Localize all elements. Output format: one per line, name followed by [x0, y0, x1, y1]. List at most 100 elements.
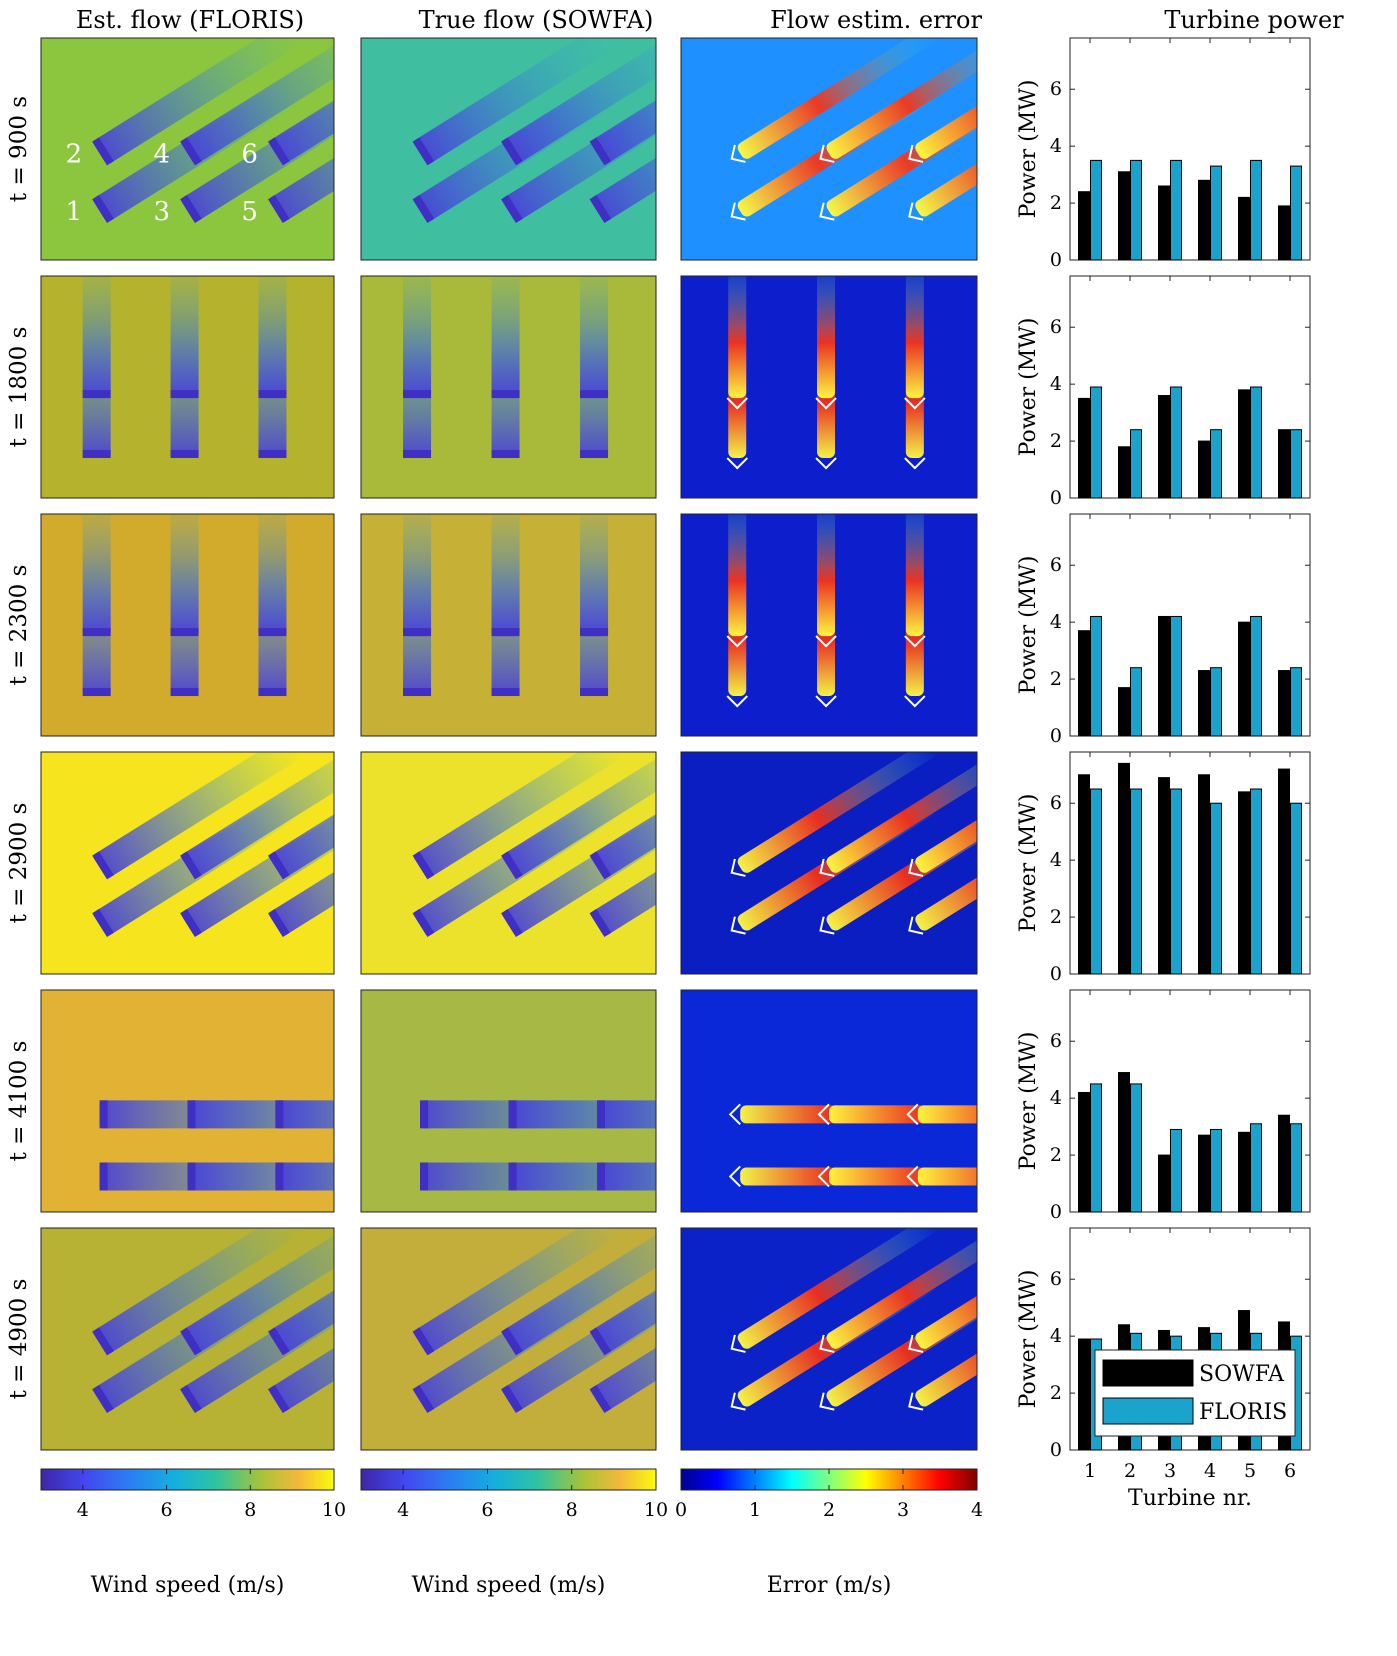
bar-floris-turbine-3 [1170, 1128, 1182, 1213]
colorbar-2: 4 6 8 10 Wind speed (m/s) [360, 1468, 668, 1598]
colorbar-label: Wind speed (m/s) [412, 1573, 606, 1598]
bar-floris-turbine-3 [1170, 159, 1182, 261]
y-tick-label: 4 [1050, 1325, 1062, 1347]
colorbar-tick-label: 6 [161, 1499, 173, 1521]
bar-floris-turbine-2 [1130, 159, 1142, 261]
y-tick-label: 6 [1050, 1030, 1062, 1052]
y-tick-label: 4 [1050, 1087, 1062, 1109]
colorbar-label: Wind speed (m/s) [91, 1573, 285, 1598]
turbine-wake [908, 83, 977, 221]
column-title-sowfa: True flow (SOWFA) [419, 6, 654, 34]
sowfa-field-map [360, 275, 657, 499]
power-bar-chart: 0 2 4 6 Power (MW) [1016, 751, 1311, 985]
turbine-number-label: 3 [154, 197, 171, 227]
row-time-label: t = 4900 s [6, 1279, 32, 1400]
panel-frame [680, 1227, 978, 1451]
turbine-wake [170, 514, 199, 637]
turbine-wake [815, 514, 837, 648]
panel-frame [360, 1227, 657, 1451]
turbine-wake [491, 514, 520, 637]
y-tick-label: 6 [1050, 316, 1062, 338]
turbine-wake [403, 276, 432, 399]
turbine-wake [730, 38, 938, 163]
row-time-label: t = 900 s [6, 96, 32, 202]
y-tick-label: 6 [1050, 78, 1062, 100]
row-1: t = 900 s 1 2 3 4 5 6 0 2 4 6 Power (MW) [6, 37, 1311, 271]
power-bar-chart: 0 2 4 6 Power (MW) [1016, 989, 1311, 1223]
panel-frame [40, 513, 335, 737]
legend: SOWFA FLORIS [1094, 1349, 1296, 1437]
bar-sowfa-turbine-5 [1238, 389, 1250, 499]
bar-sowfa-turbine-1 [1078, 630, 1090, 737]
bar-floris-turbine-2 [1130, 667, 1142, 737]
bar-floris-turbine-1 [1090, 788, 1102, 975]
bar-floris-turbine-6 [1290, 1123, 1302, 1213]
bar-floris-turbine-6 [1290, 165, 1302, 261]
bar-sowfa-turbine-6 [1278, 670, 1290, 737]
turbine-wake [491, 276, 520, 399]
turbine-wake [908, 1273, 977, 1411]
colorbar-tick-label: 10 [322, 1499, 346, 1521]
turbine-wake [904, 514, 926, 648]
turbine-wake [412, 1228, 621, 1356]
power-bar-chart: 0 2 4 6 1 2 3 4 5 6 Power (MW) Turbine nr. SOWFA FLOR… [1016, 1227, 1311, 1511]
turbine-wake [906, 1165, 977, 1188]
panel-frame [680, 513, 978, 737]
y-tick-label: 0 [1050, 1439, 1062, 1461]
bar-floris-turbine-4 [1210, 802, 1222, 975]
colorbar-tick-label: 6 [481, 1499, 493, 1521]
turbine-wake [904, 276, 926, 410]
bar-sowfa-turbine-3 [1158, 615, 1170, 737]
floris-field-map [40, 513, 335, 737]
bar-sowfa-turbine-1 [1078, 774, 1090, 975]
y-tick-label: 0 [1050, 487, 1062, 509]
x-tick-label: 1 [1084, 1460, 1096, 1482]
turbine-wake [267, 752, 334, 880]
turbine-wake [589, 78, 656, 224]
bar-floris-turbine-3 [1170, 386, 1182, 499]
turbine-wake [267, 792, 334, 938]
bar-sowfa-turbine-6 [1278, 1114, 1290, 1213]
turbine-wake [589, 1228, 656, 1356]
y-axis-label: Power (MW) [1016, 794, 1041, 933]
turbine-wake [267, 1228, 334, 1356]
column-title-power: Turbine power [1164, 6, 1344, 34]
bar-axes-frame [1069, 989, 1311, 1213]
colorbar-tick-label: 8 [566, 1499, 578, 1521]
y-tick-label: 6 [1050, 554, 1062, 576]
bar-floris-turbine-6 [1290, 802, 1302, 975]
bar-floris-turbine-5 [1250, 788, 1262, 975]
row-2: t = 1800 s 0 2 4 6 Power (MW) [6, 275, 1311, 509]
panel-frame [40, 275, 335, 499]
y-tick-label: 4 [1050, 611, 1062, 633]
turbine-number-label: 2 [66, 139, 83, 169]
error-field-map [680, 37, 978, 261]
colorbar-tick-label: 0 [675, 1499, 687, 1521]
panel-frame [40, 1227, 335, 1451]
floris-field-map [40, 751, 335, 975]
legend-label-sowfa: SOWFA [1199, 1362, 1285, 1387]
bar-floris-turbine-1 [1090, 1083, 1102, 1213]
turbine-wake [412, 38, 621, 166]
row-5: t = 4100 s 0 2 4 6 Power (MW) [6, 989, 1311, 1223]
bar-sowfa-turbine-2 [1118, 762, 1130, 975]
turbine-wake [597, 1162, 656, 1191]
bar-sowfa-turbine-6 [1278, 205, 1290, 261]
y-axis-label: Power (MW) [1016, 1270, 1041, 1409]
panel-frame [680, 989, 978, 1213]
y-tick-label: 0 [1050, 1201, 1062, 1223]
turbine-wake [906, 1103, 977, 1126]
bar-floris-turbine-4 [1210, 667, 1222, 737]
x-tick-label: 3 [1164, 1460, 1176, 1482]
y-axis-label: Power (MW) [1016, 80, 1041, 219]
bar-floris-turbine-2 [1130, 429, 1142, 499]
panel-grid: t = 900 s 1 2 3 4 5 6 0 2 4 6 Power (MW) t = 1800 s 0… [6, 37, 1311, 1511]
bar-sowfa-turbine-2 [1118, 171, 1130, 261]
colorbar-tick-label: 2 [823, 1499, 835, 1521]
turbine-wake [92, 752, 301, 880]
row-4: t = 2900 s 0 2 4 6 Power (MW) [6, 751, 1311, 985]
floris-field-map [40, 989, 335, 1213]
bar-sowfa-turbine-5 [1238, 1131, 1250, 1213]
turbine-wake [501, 1228, 656, 1356]
